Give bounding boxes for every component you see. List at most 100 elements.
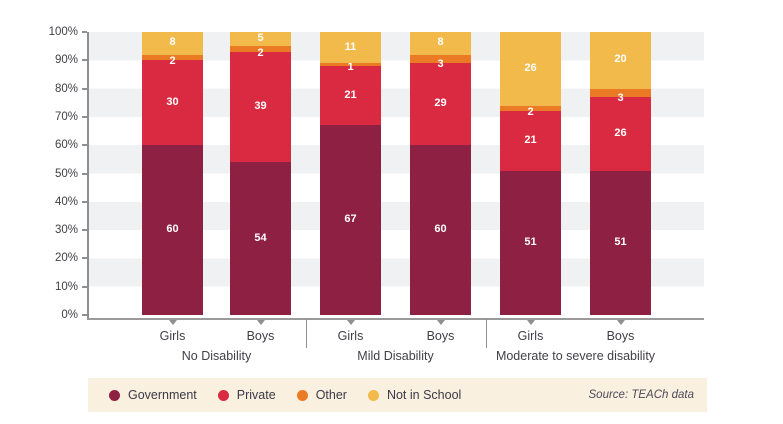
bar-value-label: 39 bbox=[254, 99, 267, 112]
legend-items: Government Private Other Not in School bbox=[109, 388, 461, 402]
x-tick-marker bbox=[616, 320, 625, 325]
segment-other bbox=[320, 63, 381, 66]
segment-not-in-school bbox=[320, 32, 381, 64]
y-tick-mark bbox=[82, 229, 87, 232]
segment-not-in-school bbox=[590, 32, 651, 89]
x-group-separator bbox=[485, 319, 487, 348]
segment-other bbox=[230, 46, 291, 52]
segment-other bbox=[410, 54, 471, 64]
segment-not-in-school bbox=[500, 32, 561, 106]
legend-item-not-in-school: Not in School bbox=[367, 388, 462, 402]
x-tick-marker bbox=[436, 320, 445, 325]
segment-government bbox=[500, 170, 561, 315]
y-tick-mark bbox=[82, 172, 87, 175]
bar-value-label: 60 bbox=[166, 223, 179, 236]
x-category-label: Boys bbox=[606, 329, 635, 343]
segment-private bbox=[590, 97, 651, 171]
segment-government bbox=[142, 145, 203, 315]
bar-value-label: 8 bbox=[169, 36, 176, 49]
y-tick-label: 70% bbox=[54, 110, 78, 123]
bar-value-label: 3 bbox=[437, 58, 444, 71]
bar-value-label: 21 bbox=[524, 133, 537, 146]
x-group-label: No Disability bbox=[181, 349, 252, 363]
y-axis-line bbox=[87, 32, 89, 320]
legend-color-dot bbox=[296, 389, 308, 401]
legend-item-label: Private bbox=[236, 388, 276, 402]
y-tick-label: 100% bbox=[48, 26, 78, 38]
bar-value-label: 2 bbox=[257, 46, 264, 59]
y-tick-label: 50% bbox=[54, 167, 78, 180]
x-category-label: Boys bbox=[246, 329, 275, 343]
x-group-separator bbox=[305, 319, 307, 348]
segment-not-in-school bbox=[142, 32, 203, 55]
segment-not-in-school bbox=[230, 32, 291, 47]
y-tick-mark bbox=[82, 31, 87, 33]
segment-other bbox=[590, 88, 651, 98]
legend: Government Private Other Not in School Sour… bbox=[88, 378, 707, 412]
bar-boys-3: 60 29 3 8 bbox=[410, 32, 471, 315]
bar-value-label: 30 bbox=[166, 95, 179, 108]
y-tick-mark bbox=[82, 59, 87, 62]
y-tick-label: 30% bbox=[54, 224, 78, 237]
bar-value-label: 3 bbox=[617, 92, 624, 105]
bar-value-label: 2 bbox=[169, 55, 176, 68]
legend-item-label: Government bbox=[128, 388, 197, 402]
x-tick-marker bbox=[526, 320, 535, 325]
x-category-label: Girls bbox=[159, 329, 186, 343]
x-category-label: Boys bbox=[426, 329, 455, 343]
legend-item-government: Government bbox=[109, 388, 197, 402]
y-tick-label: 80% bbox=[54, 82, 78, 95]
bar-value-label: 21 bbox=[344, 88, 357, 101]
bar-value-label: 51 bbox=[524, 235, 537, 248]
y-tick-mark bbox=[82, 115, 87, 118]
segment-private bbox=[142, 60, 203, 146]
legend-item-private: Private bbox=[217, 388, 276, 402]
segment-other bbox=[142, 54, 203, 61]
x-tick-marker bbox=[168, 320, 177, 325]
x-category-label: Girls bbox=[517, 329, 544, 343]
segment-government bbox=[320, 125, 381, 315]
y-tick-mark bbox=[82, 257, 87, 260]
segment-private bbox=[410, 63, 471, 146]
x-group-label: Mild Disability bbox=[357, 349, 434, 363]
bar-value-label: 26 bbox=[524, 61, 537, 74]
segment-government bbox=[410, 145, 471, 315]
y-tick-mark bbox=[82, 200, 87, 203]
bar-value-label: 54 bbox=[254, 231, 267, 244]
legend-item-label: Not in School bbox=[386, 388, 462, 402]
bar-value-label: 26 bbox=[614, 126, 627, 139]
bar-value-label: 51 bbox=[614, 235, 627, 248]
bar-boys-1: 54 39 2 5 bbox=[230, 32, 291, 315]
bar-value-label: 11 bbox=[344, 40, 357, 53]
y-tick-mark bbox=[82, 87, 87, 90]
y-tick-mark bbox=[82, 314, 87, 316]
segment-government bbox=[230, 162, 291, 315]
bar-value-label: 60 bbox=[434, 223, 447, 236]
legend-item-other: Other bbox=[296, 388, 347, 402]
y-tick-label: 40% bbox=[54, 195, 78, 208]
bar-value-label: 20 bbox=[614, 53, 627, 66]
bar-value-label: 1 bbox=[347, 60, 354, 73]
x-category-label: Girls bbox=[337, 329, 364, 343]
segment-other bbox=[500, 105, 561, 112]
legend-color-dot bbox=[367, 389, 379, 401]
bar-girls-2: 67 21 1 11 bbox=[320, 32, 381, 315]
bar-girls-0: 60 30 2 8 bbox=[142, 32, 203, 315]
legend-color-dot bbox=[217, 389, 229, 401]
y-tick-label: 10% bbox=[54, 280, 78, 293]
bar-girls-4: 51 21 2 26 bbox=[500, 32, 561, 315]
bar-value-label: 5 bbox=[257, 32, 264, 45]
source-note: Source: TEACh data bbox=[588, 389, 694, 401]
bar-boys-5: 51 26 3 20 bbox=[590, 32, 651, 315]
bar-value-label: 67 bbox=[344, 213, 357, 226]
segment-not-in-school bbox=[410, 32, 471, 55]
bar-value-label: 29 bbox=[434, 97, 447, 110]
bar-value-label: 2 bbox=[527, 106, 534, 119]
y-tick-mark bbox=[82, 285, 87, 288]
x-tick-marker bbox=[256, 320, 265, 325]
x-group-label: Moderate to severe disability bbox=[495, 349, 656, 363]
x-tick-marker bbox=[346, 320, 355, 325]
legend-color-dot bbox=[109, 389, 120, 401]
legend-item-label: Other bbox=[315, 388, 347, 402]
